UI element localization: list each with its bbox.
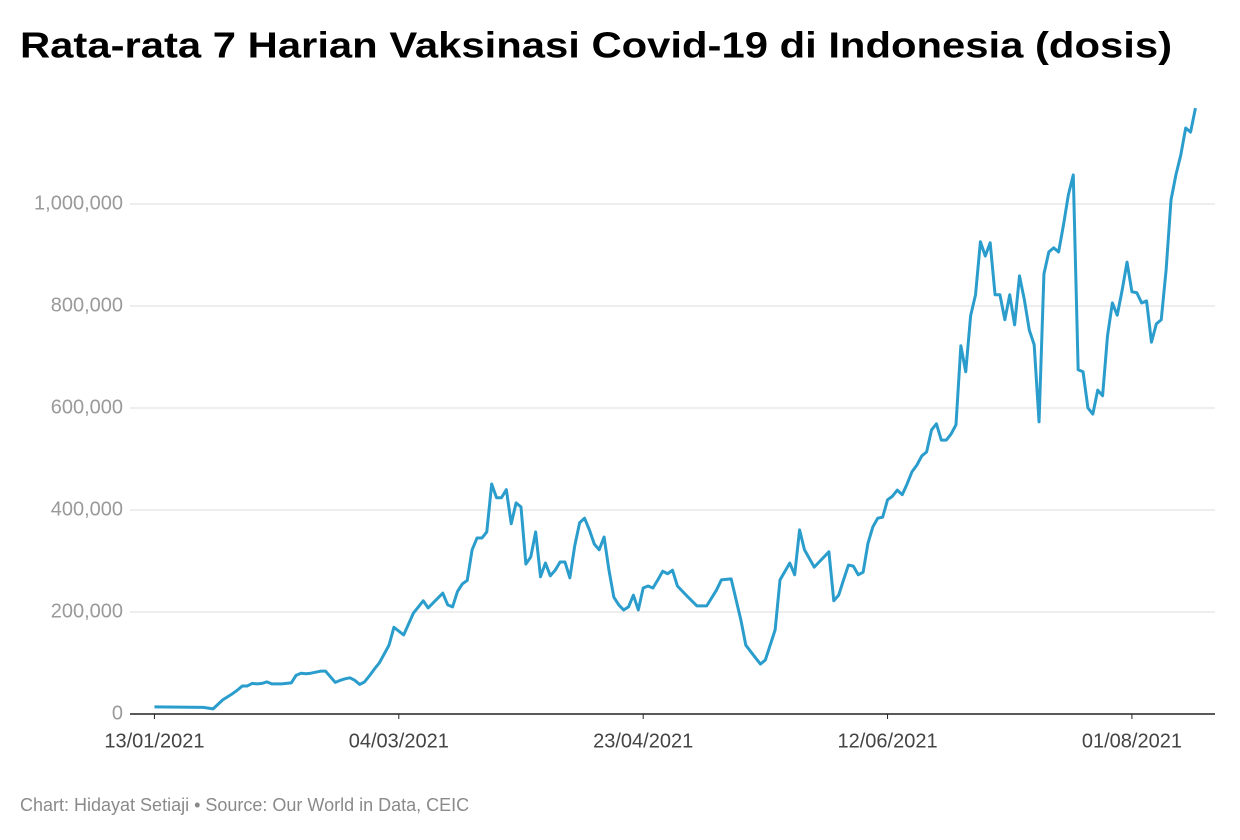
- chart-footer: Chart: Hidayat Setiaji • Source: Our Wor…: [20, 795, 469, 815]
- y-tick-label: 200,000: [51, 600, 123, 622]
- y-tick-label: 1,000,000: [34, 192, 123, 214]
- y-tick-label: 800,000: [51, 294, 123, 316]
- x-tick-label: 23/04/2021: [593, 730, 693, 752]
- x-tick-label: 04/03/2021: [349, 730, 449, 752]
- x-tick-label: 12/06/2021: [837, 730, 937, 752]
- data-line: [154, 107, 1197, 711]
- chart-title: Rata-rata 7 Harian Vaksinasi Covid-19 di…: [20, 25, 1172, 66]
- x-tick-label: 01/08/2021: [1082, 730, 1182, 752]
- y-tick-label: 400,000: [51, 498, 123, 520]
- y-tick-label: 0: [112, 702, 123, 724]
- x-tick-label: 13/01/2021: [104, 730, 204, 752]
- y-tick-label: 600,000: [51, 396, 123, 418]
